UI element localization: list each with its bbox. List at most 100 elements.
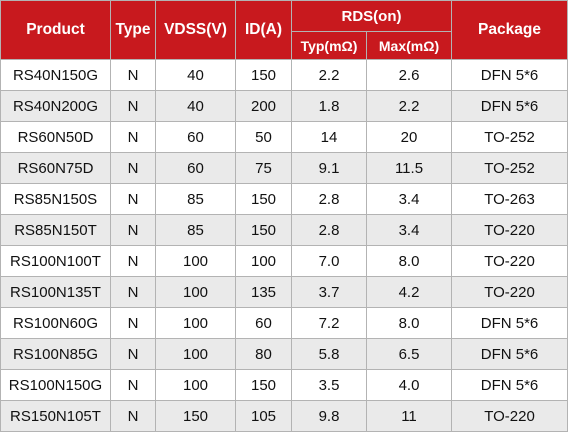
cell-package: DFN 5*6 xyxy=(451,307,568,339)
cell-vdss: 40 xyxy=(155,90,236,122)
cell-max: 8.0 xyxy=(366,307,452,339)
cell-product: RS40N200G xyxy=(0,90,111,122)
header-rds-max: Max(mΩ) xyxy=(366,31,452,60)
cell-typ: 7.0 xyxy=(291,245,367,277)
cell-package: DFN 5*6 xyxy=(451,90,568,122)
cell-max: 2.2 xyxy=(366,90,452,122)
cell-max: 4.0 xyxy=(366,369,452,401)
table-body: RS40N150G N 40 150 2.2 2.6 DFN 5*6 RS40N200G N 40… xyxy=(0,59,568,432)
table-row: RS100N135T N 100 135 3.7 4.2 TO-220 xyxy=(0,276,568,308)
cell-typ: 1.8 xyxy=(291,90,367,122)
table-row: RS40N150G N 40 150 2.2 2.6 DFN 5*6 xyxy=(0,59,568,91)
cell-package: TO-220 xyxy=(451,245,568,277)
cell-id: 105 xyxy=(235,400,292,432)
header-product: Product xyxy=(0,0,111,60)
cell-vdss: 85 xyxy=(155,214,236,246)
cell-max: 11.5 xyxy=(366,152,452,184)
cell-type: N xyxy=(110,152,156,184)
cell-id: 150 xyxy=(235,59,292,91)
cell-type: N xyxy=(110,59,156,91)
cell-vdss: 100 xyxy=(155,245,236,277)
cell-typ: 3.5 xyxy=(291,369,367,401)
cell-vdss: 60 xyxy=(155,121,236,153)
header-package: Package xyxy=(451,0,568,60)
header-vdss: VDSS(V) xyxy=(155,0,236,60)
cell-product: RS60N50D xyxy=(0,121,111,153)
cell-vdss: 100 xyxy=(155,369,236,401)
table-row: RS85N150T N 85 150 2.8 3.4 TO-220 xyxy=(0,214,568,246)
header-id: ID(A) xyxy=(235,0,292,60)
cell-package: DFN 5*6 xyxy=(451,338,568,370)
cell-id: 80 xyxy=(235,338,292,370)
cell-max: 11 xyxy=(366,400,452,432)
cell-max: 3.4 xyxy=(366,214,452,246)
cell-typ: 2.8 xyxy=(291,214,367,246)
cell-type: N xyxy=(110,369,156,401)
cell-package: TO-220 xyxy=(451,214,568,246)
table-row: RS85N150S N 85 150 2.8 3.4 TO-263 xyxy=(0,183,568,215)
cell-id: 75 xyxy=(235,152,292,184)
cell-max: 4.2 xyxy=(366,276,452,308)
cell-product: RS60N75D xyxy=(0,152,111,184)
cell-type: N xyxy=(110,245,156,277)
header-rds-on: RDS(on) xyxy=(291,0,452,32)
table-row: RS40N200G N 40 200 1.8 2.2 DFN 5*6 xyxy=(0,90,568,122)
cell-max: 3.4 xyxy=(366,183,452,215)
cell-type: N xyxy=(110,338,156,370)
cell-vdss: 150 xyxy=(155,400,236,432)
table-row: RS100N150G N 100 150 3.5 4.0 DFN 5*6 xyxy=(0,369,568,401)
cell-max: 2.6 xyxy=(366,59,452,91)
header-rds-typ: Typ(mΩ) xyxy=(291,31,367,60)
cell-vdss: 100 xyxy=(155,338,236,370)
cell-typ: 9.8 xyxy=(291,400,367,432)
cell-typ: 7.2 xyxy=(291,307,367,339)
cell-package: TO-252 xyxy=(451,152,568,184)
cell-typ: 9.1 xyxy=(291,152,367,184)
cell-product: RS85N150S xyxy=(0,183,111,215)
cell-product: RS100N135T xyxy=(0,276,111,308)
cell-max: 8.0 xyxy=(366,245,452,277)
cell-type: N xyxy=(110,90,156,122)
cell-id: 150 xyxy=(235,369,292,401)
cell-vdss: 100 xyxy=(155,276,236,308)
cell-max: 6.5 xyxy=(366,338,452,370)
cell-vdss: 85 xyxy=(155,183,236,215)
table-row: RS100N85G N 100 80 5.8 6.5 DFN 5*6 xyxy=(0,338,568,370)
table-row: RS60N50D N 60 50 14 20 TO-252 xyxy=(0,121,568,153)
table-row: RS100N60G N 100 60 7.2 8.0 DFN 5*6 xyxy=(0,307,568,339)
cell-package: TO-263 xyxy=(451,183,568,215)
cell-product: RS100N85G xyxy=(0,338,111,370)
cell-id: 135 xyxy=(235,276,292,308)
cell-product: RS100N60G xyxy=(0,307,111,339)
mosfet-product-table: Product Type VDSS(V) ID(A) RDS(on) Packa… xyxy=(0,0,568,432)
cell-typ: 2.2 xyxy=(291,59,367,91)
table-row: RS100N100T N 100 100 7.0 8.0 TO-220 xyxy=(0,245,568,277)
cell-type: N xyxy=(110,400,156,432)
cell-typ: 5.8 xyxy=(291,338,367,370)
header-type: Type xyxy=(110,0,156,60)
cell-package: TO-220 xyxy=(451,276,568,308)
cell-vdss: 60 xyxy=(155,152,236,184)
cell-type: N xyxy=(110,214,156,246)
cell-max: 20 xyxy=(366,121,452,153)
cell-id: 50 xyxy=(235,121,292,153)
cell-product: RS85N150T xyxy=(0,214,111,246)
cell-id: 150 xyxy=(235,214,292,246)
cell-id: 60 xyxy=(235,307,292,339)
cell-id: 100 xyxy=(235,245,292,277)
cell-id: 200 xyxy=(235,90,292,122)
cell-package: DFN 5*6 xyxy=(451,369,568,401)
table-row: RS150N105T N 150 105 9.8 11 TO-220 xyxy=(0,400,568,432)
cell-product: RS40N150G xyxy=(0,59,111,91)
cell-package: TO-220 xyxy=(451,400,568,432)
cell-type: N xyxy=(110,276,156,308)
cell-id: 150 xyxy=(235,183,292,215)
cell-vdss: 100 xyxy=(155,307,236,339)
cell-typ: 2.8 xyxy=(291,183,367,215)
cell-package: DFN 5*6 xyxy=(451,59,568,91)
cell-type: N xyxy=(110,121,156,153)
cell-product: RS100N150G xyxy=(0,369,111,401)
cell-typ: 14 xyxy=(291,121,367,153)
cell-vdss: 40 xyxy=(155,59,236,91)
cell-type: N xyxy=(110,183,156,215)
